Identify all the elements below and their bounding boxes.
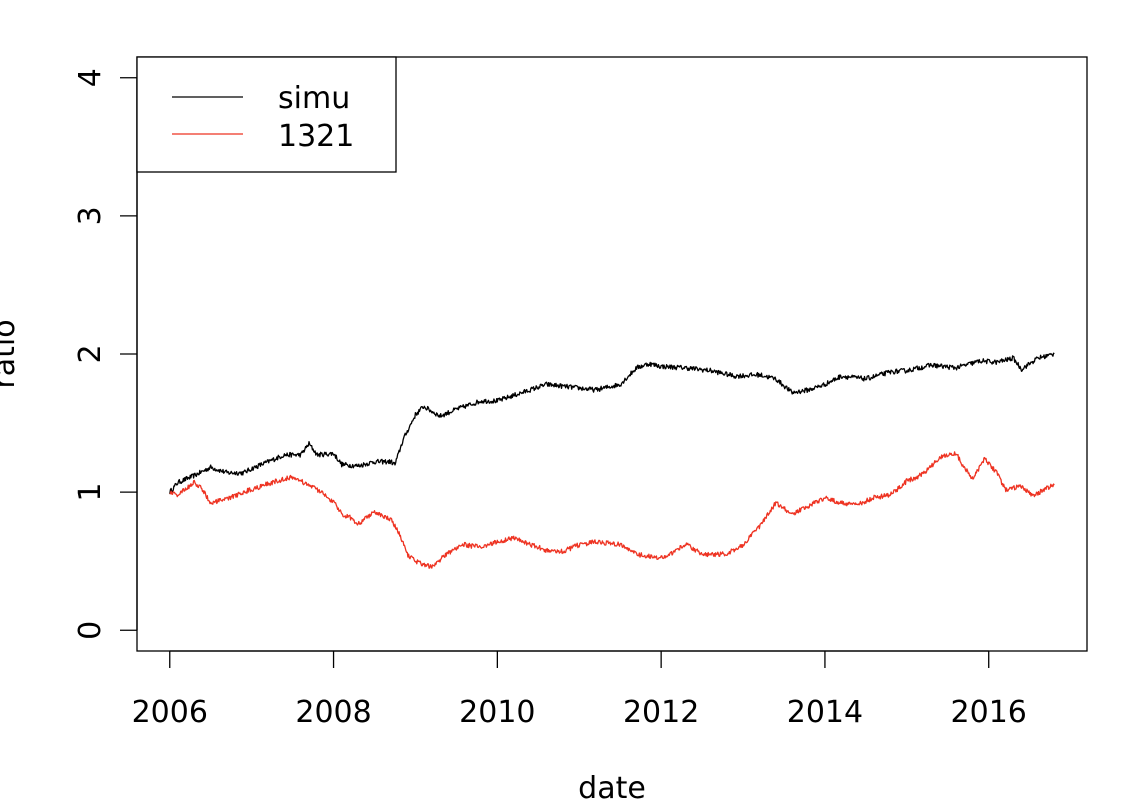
y-axis-title: ratio — [0, 319, 22, 388]
y-tick-label: 1 — [73, 483, 108, 502]
y-tick-label: 2 — [73, 344, 108, 363]
x-axis-title: date — [578, 771, 646, 806]
axes: 2006 2008 2010 2012 2014 2016 0 1 2 3 4 — [73, 68, 1027, 730]
legend-label-1321: 1321 — [278, 119, 354, 154]
x-tick-label: 2012 — [623, 695, 699, 730]
legend-label-simu: simu — [278, 81, 350, 116]
series-layer — [169, 352, 1055, 569]
series-line-1321 — [169, 451, 1055, 569]
x-tick-label: 2006 — [132, 695, 208, 730]
y-tick-label: 4 — [73, 68, 108, 87]
legend-box — [136, 56, 397, 173]
x-tick-label: 2016 — [951, 695, 1027, 730]
x-tick-label: 2010 — [459, 695, 535, 730]
legend: simu 1321 — [136, 56, 397, 173]
series-line-simu — [169, 352, 1055, 495]
y-tick-label: 0 — [73, 621, 108, 640]
x-tick-label: 2008 — [295, 695, 371, 730]
x-tick-label: 2014 — [787, 695, 863, 730]
y-tick-label: 3 — [73, 206, 108, 225]
